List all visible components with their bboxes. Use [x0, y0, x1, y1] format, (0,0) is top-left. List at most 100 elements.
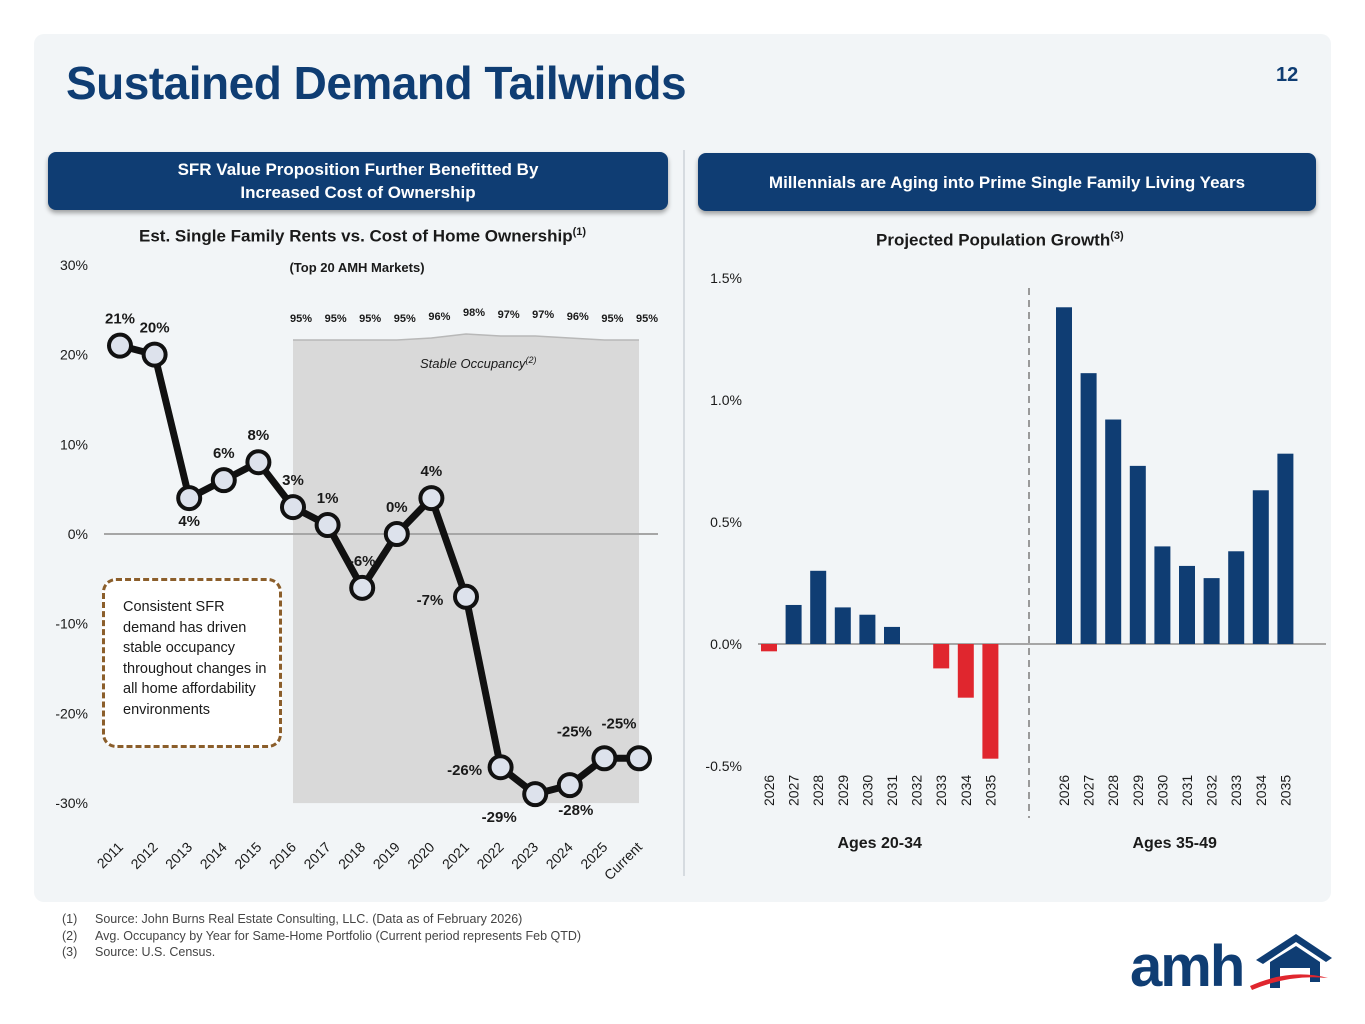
- occupancy-value-label: 95%: [394, 313, 416, 325]
- logo-house-icon: [1270, 946, 1320, 988]
- occupancy-callout: Consistent SFR demand has driven stable …: [102, 578, 282, 748]
- data-point-label: 4%: [421, 463, 443, 480]
- x-axis-tick-label: 2026: [761, 775, 777, 806]
- population-growth-bar: [982, 644, 999, 759]
- x-axis-tick-label: 2034: [1253, 775, 1269, 806]
- data-point-label: 1%: [317, 490, 339, 507]
- occupancy-value-label: 97%: [498, 309, 520, 321]
- line-chart-title-footnote: (1): [572, 226, 587, 238]
- line-chart-title-text: Est. Single Family Rents vs. Cost of Hom…: [139, 226, 573, 246]
- population-growth-bar: [1080, 373, 1097, 644]
- logo-wordmark: amh: [1130, 934, 1243, 994]
- footnote-text: Source: John Burns Real Estate Consultin…: [95, 912, 523, 926]
- occupancy-value-label: 96%: [567, 311, 589, 323]
- occupancy-value-label: 95%: [325, 313, 347, 325]
- population-growth-bar: [1203, 578, 1220, 644]
- population-growth-bar: [785, 604, 802, 644]
- x-axis-tick-label: 2035: [982, 775, 998, 806]
- data-point-marker: [453, 583, 479, 610]
- page-number: 12: [1276, 64, 1299, 86]
- data-point-label: 3%: [282, 472, 304, 489]
- left-banner-line2: Increased Cost of Ownership: [240, 183, 476, 202]
- x-axis-tick-label: 2027: [1081, 775, 1097, 806]
- population-growth-bar: [933, 644, 950, 669]
- x-axis-tick-label: 2029: [835, 775, 851, 806]
- data-point-label: -26%: [447, 762, 482, 779]
- population-growth-bar: [761, 644, 777, 652]
- rents-vs-ownership-line-chart: 30% 20% 10% 0% -10% -20% -30% 95% 95% 95% 95% 96% 98…: [55, 257, 658, 883]
- population-growth-bar: [1105, 419, 1122, 644]
- occupancy-value-label: 97%: [532, 309, 554, 321]
- x-axis-tick-label: 2031: [1179, 775, 1195, 806]
- y-axis-tick-label: 30%: [60, 257, 88, 273]
- x-axis-tick-label: 2021: [439, 839, 472, 872]
- data-point-marker: [245, 449, 272, 476]
- occupancy-value-label: 96%: [428, 311, 450, 323]
- occupancy-value-label: 95%: [359, 313, 381, 325]
- population-growth-bar: [1154, 546, 1171, 644]
- footnote-text: Source: U.S. Census.: [95, 945, 216, 959]
- footnote-text: Avg. Occupancy by Year for Same-Home Por…: [95, 928, 582, 943]
- footnotes: (1) Source: John Burns Real Estate Consul…: [62, 911, 581, 961]
- data-point-marker: [107, 332, 133, 359]
- line-chart-subtitle: (Top 20 AMH Markets): [289, 260, 424, 275]
- x-axis-tick-label: 2013: [162, 839, 195, 872]
- data-point-label: 20%: [140, 320, 170, 337]
- age-group-label: Ages 35-49: [1132, 835, 1217, 852]
- data-point-marker: [314, 512, 341, 539]
- x-axis-tick-label: 2028: [810, 775, 826, 806]
- data-point-label: -25%: [601, 715, 636, 732]
- x-axis-tick-label: 2032: [1204, 775, 1220, 806]
- x-axis-tick-label: 2028: [1105, 775, 1121, 806]
- x-axis-tick-label: 2012: [127, 839, 160, 872]
- data-point-marker: [141, 341, 168, 368]
- data-point-label: -28%: [558, 802, 593, 819]
- logo-roof-icon: [1256, 934, 1332, 964]
- data-point-label: 6%: [213, 445, 235, 462]
- y-axis-tick-label: 20%: [60, 347, 88, 363]
- logo-swoosh-icon: [1250, 974, 1328, 990]
- data-point-marker: [383, 521, 410, 547]
- data-point-marker: [591, 745, 618, 772]
- x-axis-tick-label: Current: [601, 839, 645, 883]
- data-point-label: -7%: [417, 592, 444, 609]
- y-axis-tick-label: 0%: [68, 526, 88, 542]
- footnote-number: (3): [62, 945, 78, 959]
- x-axis-tick-label: 2015: [231, 839, 264, 872]
- data-point-marker: [349, 574, 376, 601]
- amh-logo: amh: [1130, 934, 1332, 994]
- y-axis-tick-label: 0.0%: [710, 636, 742, 652]
- data-point-marker: [487, 754, 514, 781]
- section-divider: [683, 150, 685, 876]
- y-axis-tick-label: -30%: [55, 795, 88, 811]
- right-section-banner: Millennials are Aging into Prime Single …: [698, 153, 1316, 211]
- data-point-marker: [176, 485, 203, 512]
- bar-chart-title-footnote: (3): [1110, 230, 1124, 242]
- x-axis-tick-label: 2032: [909, 775, 925, 806]
- data-point-label: 0%: [386, 499, 408, 516]
- data-point-marker: [556, 772, 583, 799]
- rent-vs-ownership-series-line: [119, 342, 639, 798]
- x-axis-tick-label: 2017: [300, 839, 333, 872]
- y-axis-tick-label: -0.5%: [705, 758, 742, 774]
- population-growth-bar: [810, 570, 827, 644]
- population-growth-bar: [1252, 490, 1269, 644]
- x-axis-tick-label: 2016: [266, 839, 299, 872]
- population-growth-bar: [859, 614, 876, 644]
- data-point-label: -29%: [482, 809, 517, 826]
- population-growth-bar: [1277, 453, 1294, 644]
- population-growth-bar: [957, 644, 974, 698]
- occupancy-value-label: 95%: [290, 313, 312, 325]
- data-point-marker: [522, 781, 549, 808]
- y-axis-tick-label: 0.5%: [710, 514, 742, 530]
- age-group-label: Ages 20-34: [837, 835, 922, 852]
- footnote-number: (2): [62, 928, 78, 943]
- occupancy-area-label: Stable Occupancy(2): [420, 355, 537, 371]
- data-point-label: -25%: [557, 723, 592, 740]
- occupancy-area: [293, 334, 639, 804]
- x-axis-tick-label: 2033: [933, 775, 949, 806]
- x-axis-tick-label: 2030: [1154, 775, 1170, 806]
- data-point-label: 8%: [248, 427, 270, 444]
- data-point-marker: [626, 745, 652, 772]
- data-point-marker: [418, 485, 445, 512]
